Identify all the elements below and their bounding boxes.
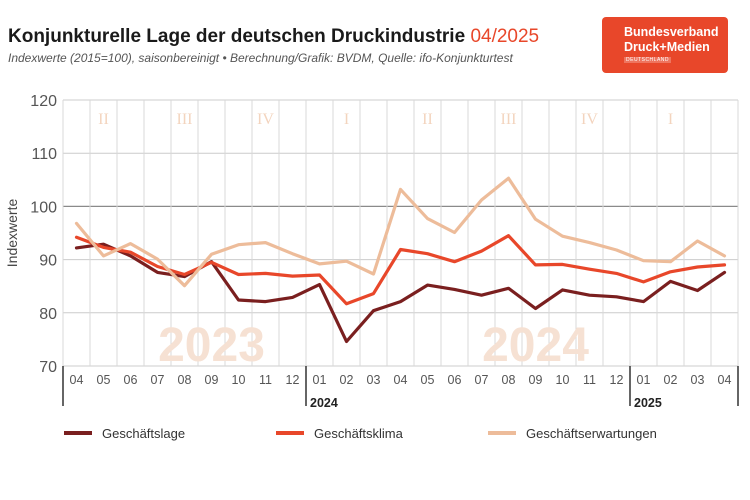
x-tick-label-4: 08 xyxy=(178,373,192,387)
x-tick-label-18: 10 xyxy=(556,373,570,387)
year-label-2025: 2025 xyxy=(634,396,662,410)
logo-line-2: Druck+Medien xyxy=(624,40,710,54)
x-tick-label-6: 10 xyxy=(232,373,246,387)
title-period: 04/2025 xyxy=(470,26,540,47)
x-tick-label-21: 01 xyxy=(637,373,651,387)
legend-label-geschaeftslage: Geschäftslage xyxy=(102,425,186,441)
x-tick-label-16: 08 xyxy=(502,373,516,387)
legend-label-geschaeftsklima: Geschäftsklima xyxy=(314,425,403,441)
x-tick-label-19: 11 xyxy=(583,373,596,387)
logo-line-1: Bundesverband xyxy=(624,25,719,39)
series-line-geschaftserwartungen xyxy=(74,176,727,288)
x-tick-label-23: 03 xyxy=(691,373,705,387)
x-tick-label-8: 12 xyxy=(286,373,300,387)
x-tick-label-9: 01 xyxy=(313,373,327,387)
legend-swatch-geschaeftsklima xyxy=(276,431,304,435)
quarter-label-6: IV xyxy=(581,111,598,128)
legend-item-geschaeftslage: Geschäftslage xyxy=(64,425,185,441)
y-tick-label-100: 100 xyxy=(30,199,57,216)
y-tick-label-90: 90 xyxy=(39,253,57,270)
watermark-year-2024: 2024 xyxy=(482,319,589,372)
x-tick-label-11: 03 xyxy=(367,373,381,387)
x-tick-label-10: 02 xyxy=(340,373,354,387)
y-axis-title: Indexwerte xyxy=(4,199,20,268)
logo-line-3: DEUTSCHLAND xyxy=(624,57,672,63)
legend-item-geschaeftsklima: Geschäftsklima xyxy=(276,425,403,441)
quarter-label-1: III xyxy=(177,111,193,128)
x-tick-label-7: 11 xyxy=(259,373,272,387)
series-line-geschaftsklima xyxy=(74,234,727,306)
y-tick-label-110: 110 xyxy=(31,146,57,163)
quarter-label-0: II xyxy=(98,111,109,128)
x-tick-label-12: 04 xyxy=(394,373,408,387)
quarter-label-5: III xyxy=(501,111,517,128)
x-tick-label-2: 06 xyxy=(124,373,138,387)
x-tick-label-24: 04 xyxy=(718,373,732,387)
legend-swatch-geschaeftserwartungen xyxy=(488,431,516,435)
x-tick-label-17: 09 xyxy=(529,373,543,387)
x-tick-label-13: 05 xyxy=(421,373,435,387)
watermark-year-2023: 2023 xyxy=(158,319,265,372)
x-tick-label-14: 06 xyxy=(448,373,462,387)
series-line-geschaftslage xyxy=(74,242,727,344)
quarter-label-2: IV xyxy=(257,111,274,128)
x-tick-label-0: 04 xyxy=(70,373,84,387)
legend-swatch-geschaeftslage xyxy=(64,431,92,435)
title-text: Konjunkturelle Lage der deutschen Drucki… xyxy=(8,26,466,47)
legend-item-geschaeftserwartungen: Geschäftserwartungen xyxy=(488,425,657,441)
x-tick-label-5: 09 xyxy=(205,373,219,387)
quarter-label-7: I xyxy=(668,111,673,128)
x-tick-label-1: 05 xyxy=(97,373,111,387)
quarter-label-3: I xyxy=(344,111,349,128)
chart-subtitle: Indexwerte (2015=100), saisonbereinigt •… xyxy=(8,51,513,65)
chart-title: Konjunkturelle Lage der deutschen Drucki… xyxy=(8,26,539,48)
year-label-2024: 2024 xyxy=(310,396,338,410)
bvdm-logo: Bundesverband Druck+Medien DEUTSCHLAND xyxy=(602,17,728,73)
legend-label-geschaeftserwartungen: Geschäftserwartungen xyxy=(526,425,657,441)
x-tick-label-20: 12 xyxy=(610,373,624,387)
quarter-label-4: II xyxy=(422,111,433,128)
x-tick-label-3: 07 xyxy=(151,373,165,387)
x-tick-label-22: 02 xyxy=(664,373,678,387)
x-tick-label-15: 07 xyxy=(475,373,489,387)
y-tick-label-80: 80 xyxy=(39,306,57,323)
y-tick-label-70: 70 xyxy=(39,359,57,376)
y-tick-label-120: 120 xyxy=(30,93,57,110)
